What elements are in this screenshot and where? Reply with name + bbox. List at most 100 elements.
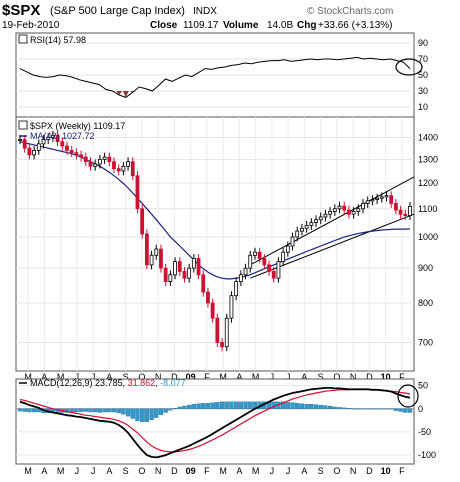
index-name: (S&P 500 Large Cap Index)	[50, 5, 185, 17]
chg-label: Chg	[297, 20, 316, 31]
price-bar	[55, 134, 60, 143]
rsi-legend-swatch	[18, 34, 28, 44]
macd-histogram-bar	[168, 408, 173, 411]
macd-histogram-bar	[201, 403, 206, 409]
price-bar	[271, 271, 276, 279]
price-bar	[74, 152, 79, 156]
price-bar	[361, 203, 365, 210]
macd-histogram-bar	[243, 401, 248, 409]
price-bar	[262, 258, 267, 266]
macd-histogram-bar	[238, 401, 243, 409]
price-bar	[408, 205, 412, 216]
macd-histogram-bar	[130, 408, 135, 419]
exchange: INDX	[193, 6, 217, 17]
price-bar	[135, 175, 140, 210]
macd-histogram-bar	[233, 401, 239, 409]
macd-histogram-bar	[154, 408, 159, 418]
ma-legend: MA(42) 1027.72	[30, 131, 95, 141]
price-tick-label: 700	[418, 337, 433, 347]
price-bar	[314, 219, 318, 223]
x-axis-labels-top: M A M J J A S O N D 09 F M A M J J A S O N D 10 F	[24, 372, 405, 382]
price-bar	[389, 195, 394, 204]
macd-histogram-bar	[280, 401, 286, 409]
macd-histogram-bar	[191, 403, 197, 409]
price-bar	[332, 208, 337, 212]
price-bar	[107, 156, 112, 163]
price-bar	[375, 197, 380, 200]
price-bar	[201, 274, 206, 293]
x-label-bottom: J	[286, 466, 291, 476]
price-bar	[116, 168, 121, 172]
price-bar	[267, 264, 271, 272]
x-label-bottom: J	[91, 466, 96, 476]
price-bar	[347, 209, 351, 215]
macd-histogram-bar	[318, 404, 323, 409]
price-grid	[16, 117, 414, 371]
x-label-bottom: N	[155, 466, 162, 476]
x-label-bottom: M	[219, 466, 227, 476]
macd-histogram-bar	[31, 408, 37, 413]
price-bar	[290, 236, 295, 247]
x-label-bottom: A	[301, 466, 307, 476]
price-bar	[234, 281, 239, 297]
macd-histogram-bar	[389, 408, 394, 410]
x-label-top: M	[219, 372, 227, 382]
x-label-top: M	[252, 372, 260, 382]
price-bar	[18, 139, 22, 141]
price-bar	[238, 274, 243, 282]
x-label-top: F	[204, 372, 210, 382]
price-bar	[318, 216, 323, 221]
macd-histogram-bar	[140, 408, 145, 422]
price-bar	[163, 267, 168, 282]
rsi-line	[19, 56, 411, 98]
macd-tick-label: 0	[418, 404, 423, 414]
macd-legend: MACD(12,26,9) 23.785, 31.862, -8.077	[30, 378, 186, 388]
macd-histogram-bar	[407, 408, 413, 413]
macd-histogram-bar	[384, 408, 389, 410]
price-bar	[69, 149, 74, 154]
macd-histogram-bar	[342, 407, 347, 409]
price-bar	[281, 251, 286, 263]
macd-histogram-bar	[370, 408, 375, 410]
price-bar	[126, 161, 130, 167]
price-bar	[177, 261, 182, 272]
price-bar	[210, 302, 215, 319]
price-bar	[182, 271, 187, 279]
macd-histogram-bar	[111, 408, 117, 413]
symbol: $SPX	[2, 2, 40, 19]
price-bar	[206, 291, 210, 304]
x-label-top: D	[366, 372, 373, 382]
price-bar	[22, 139, 27, 149]
x-label-top: N	[155, 372, 162, 382]
macd-histogram-bar	[158, 408, 164, 415]
x-label-top: D	[171, 372, 178, 382]
price-bar	[187, 267, 192, 279]
macd-line	[19, 387, 411, 459]
macd-histogram-bar	[346, 408, 352, 409]
price-bar	[154, 248, 159, 256]
chart-date: 19-Feb-2010	[2, 20, 60, 31]
price-bar	[65, 145, 69, 151]
x-label-top: A	[41, 372, 47, 382]
macd-histogram-bar	[107, 408, 112, 413]
x-label-top: J	[286, 372, 291, 382]
macd-panel	[15, 378, 415, 465]
price-bar	[173, 261, 177, 276]
price-bar	[224, 317, 229, 348]
x-label-top: J	[75, 372, 80, 382]
macd-histogram-bar	[172, 408, 178, 409]
price-bar	[46, 137, 51, 140]
macd-tick-label: -50	[418, 427, 431, 437]
x-label-bottom: O	[138, 466, 145, 476]
price-bar	[309, 222, 314, 226]
price-bar	[88, 161, 93, 167]
macd-histogram-bar	[205, 403, 211, 409]
macd-histogram-bar	[393, 408, 399, 411]
x-label-bottom: O	[333, 466, 340, 476]
x-label-top: S	[318, 372, 324, 382]
macd-histogram	[17, 401, 413, 422]
price-bar	[323, 213, 328, 218]
price-bar	[27, 147, 32, 156]
macd-histogram-bar	[309, 403, 314, 409]
